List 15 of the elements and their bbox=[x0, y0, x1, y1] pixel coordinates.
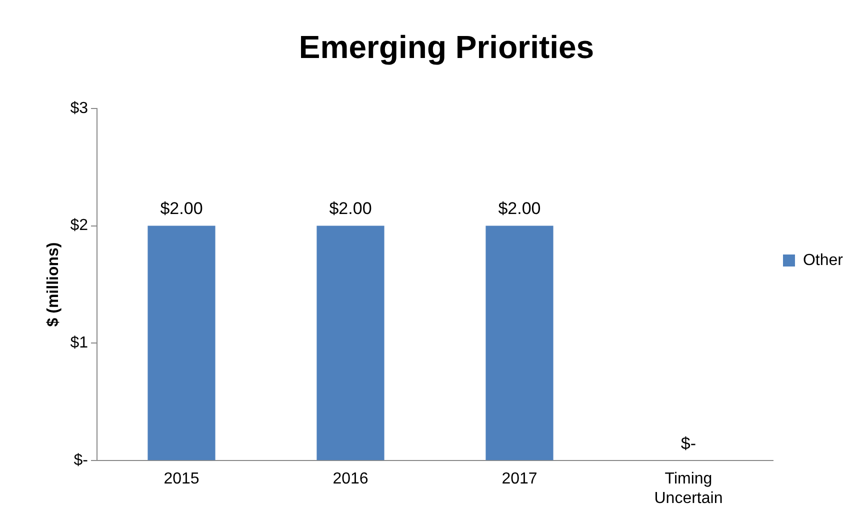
legend-label: Other bbox=[802, 252, 844, 269]
x-tick-label: 2017 bbox=[502, 470, 538, 488]
data-label: $2.00 bbox=[329, 198, 372, 218]
data-label: $- bbox=[680, 434, 696, 453]
y-tick-label: $3 bbox=[70, 100, 88, 117]
x-tick-label: Timing Uncertain bbox=[654, 470, 723, 507]
data-label: $2.00 bbox=[498, 198, 541, 218]
data-label: $2.00 bbox=[160, 198, 203, 218]
x-tick-label: 2015 bbox=[164, 470, 200, 488]
y-tick-label: $- bbox=[74, 452, 88, 470]
chart-title: Emerging Priorities bbox=[298, 29, 594, 66]
y-tick-label: $1 bbox=[70, 334, 88, 352]
x-tick-label: 2016 bbox=[332, 470, 368, 488]
y-tick-label: $2 bbox=[70, 217, 88, 234]
y-axis-title: $ (millions) bbox=[45, 242, 62, 327]
